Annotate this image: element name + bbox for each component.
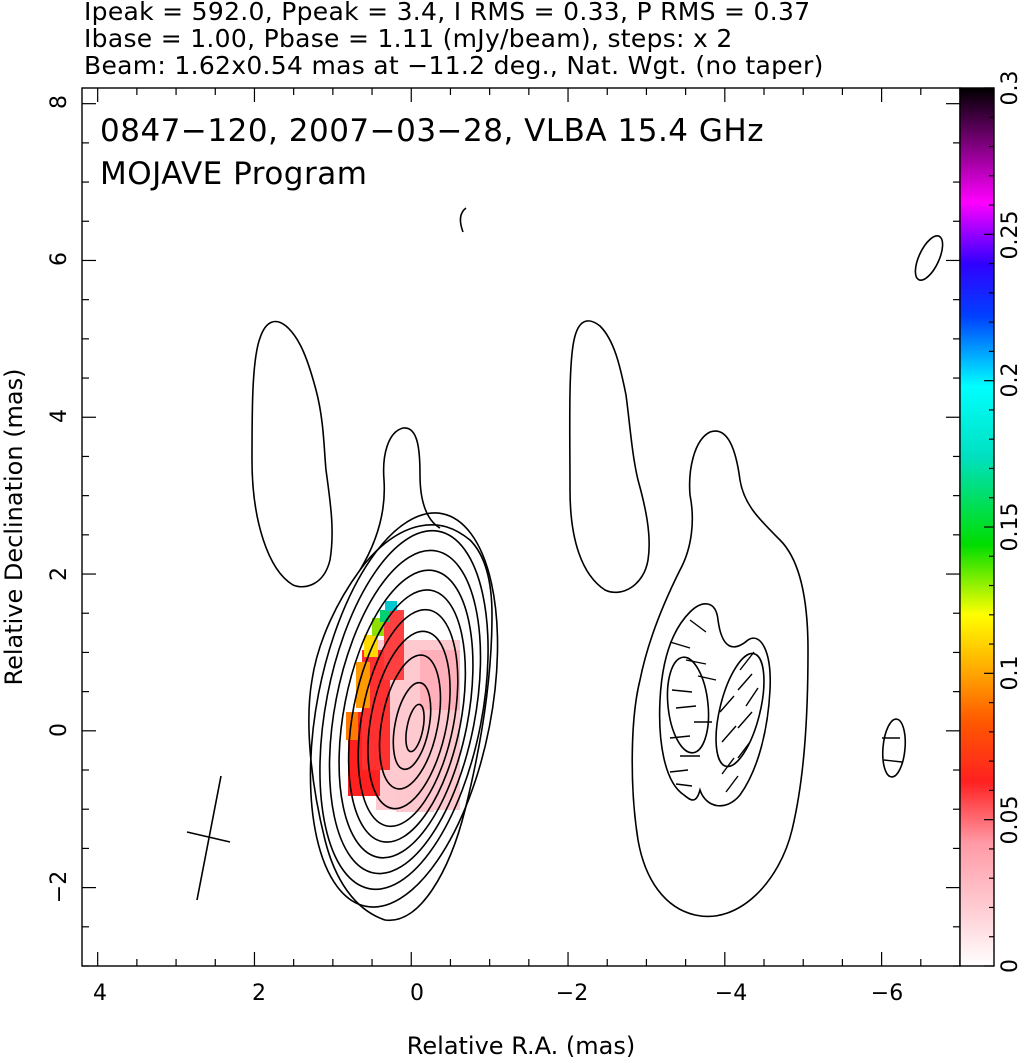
source-title: 0847−120, 2007−03−28, VLBA 15.4 GHz [100, 113, 764, 149]
beam-minor-axis [186, 831, 231, 843]
contour-10 [392, 681, 432, 771]
map-contents [186, 207, 944, 921]
evpa-tick [883, 759, 903, 763]
polarized-inner-contour-left [666, 656, 710, 754]
colorbar-tick-label: 0 [998, 959, 1021, 973]
evpa-tick [697, 675, 717, 681]
pol-pixel-cyan [385, 601, 397, 611]
evpa-tick [737, 711, 753, 729]
program-subtitle: MOJAVE Program [100, 156, 367, 192]
x-axis-label: Relative R.A. (mas) [407, 1032, 635, 1060]
colorbar-tick-label: 0.1 [998, 656, 1021, 691]
contour-9 [378, 654, 442, 790]
x-tick-label: 4 [93, 981, 107, 1006]
y-tick-label: 0 [47, 723, 72, 737]
colorbar-tick-label: 0.2 [998, 363, 1021, 398]
x-tick-label: −4 [715, 981, 747, 1006]
x-tick-label: 2 [252, 981, 266, 1006]
polarized-outer-contour [631, 430, 809, 918]
contour-6 [347, 589, 467, 843]
colorbar-tick-label: 0.25 [998, 211, 1021, 260]
map-frame [81, 87, 961, 967]
outer-contour [308, 524, 493, 921]
intensity-contours [251, 207, 499, 921]
beam-cross [186, 775, 231, 901]
polarized-contours [568, 235, 944, 918]
contour-2 [309, 512, 499, 908]
evpa-tick [721, 725, 737, 743]
polarized-far-right-contour [881, 718, 907, 778]
colorbar-ticks [984, 87, 994, 967]
pol-pixel-orange [346, 712, 358, 740]
evpa-tick [721, 757, 735, 775]
header-line-1: Ipeak = 592.0, Ppeak = 3.4, I RMS = 0.33… [84, 0, 810, 26]
polarized-inner-contour-right [715, 652, 765, 768]
evpa-tick [737, 673, 753, 691]
contour-peak [405, 703, 425, 753]
pol-pixel-orange [356, 662, 370, 708]
colorbar-tick-label: 0.3 [998, 71, 1021, 106]
evpa-tick [689, 619, 707, 633]
y-tick-label: 8 [47, 95, 72, 109]
y-tick-label: 6 [47, 252, 72, 266]
evpa-tick [745, 687, 759, 707]
small-top-contour [459, 207, 467, 233]
evpa-tick [737, 741, 751, 759]
evpa-tick [669, 769, 689, 773]
evpa-tick [725, 775, 739, 793]
y-axis-label: Relative Declination (mas) [0, 368, 28, 685]
evpa-tick [671, 689, 693, 693]
y-tick-label: 4 [47, 409, 72, 423]
contour-3 [319, 529, 489, 891]
polarized-top-right-contour [914, 235, 944, 281]
y-tick-label: 2 [47, 567, 72, 581]
header-line-2: Ibase = 1.00, Pbase = 1.11 (mJy/beam), s… [84, 24, 733, 53]
polarized-mid-contour [658, 603, 771, 807]
map-axis-ticks [82, 88, 961, 967]
contour-4 [328, 549, 482, 875]
colorbar-tick-label: 0.15 [998, 503, 1021, 552]
evpa-tick [669, 641, 691, 649]
core-extension-contour [359, 427, 441, 571]
evpa-tick [675, 705, 697, 709]
evpa-tick [739, 651, 755, 671]
y-tick-label: −2 [47, 871, 72, 903]
evpa-vectors [669, 619, 903, 793]
beam-major-axis [196, 775, 222, 901]
pol-pixel-green [372, 618, 384, 636]
x-tick-label: 0 [410, 981, 424, 1006]
colorbar-tick-label: 0.05 [998, 796, 1021, 845]
polarization-pixels [346, 601, 460, 812]
contour-5 [338, 569, 474, 859]
header-line-3: Beam: 1.62x0.54 mas at −11.2 deg., Nat. … [84, 51, 824, 80]
pol-pixel-green [380, 610, 390, 622]
polarized-left-lobe-contour [568, 320, 650, 594]
evpa-tick [685, 659, 707, 665]
x-tick-label: −6 [871, 981, 903, 1006]
evpa-tick [675, 783, 693, 787]
contour-8 [367, 630, 451, 810]
left-lobe-contour [251, 320, 333, 588]
evpa-tick [669, 735, 691, 739]
contour-7 [357, 608, 459, 828]
evpa-tick [719, 695, 735, 713]
x-tick-label: −2 [556, 981, 588, 1006]
